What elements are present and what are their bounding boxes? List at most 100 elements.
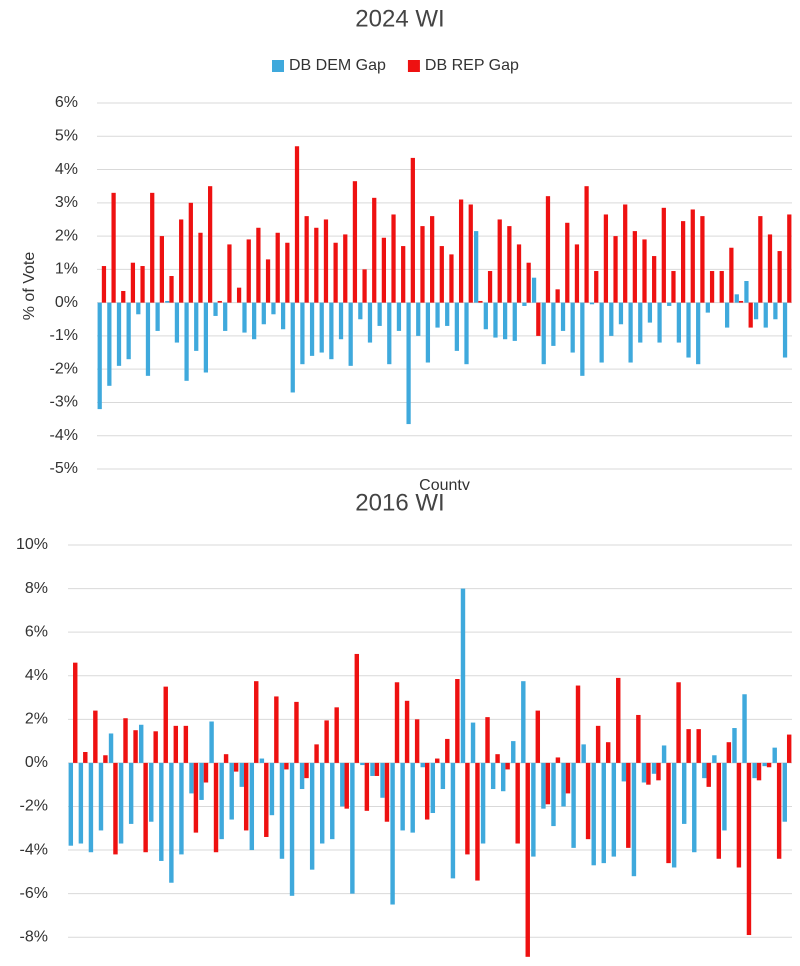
bar <box>700 216 705 303</box>
bar <box>616 677 621 763</box>
bar <box>199 762 204 800</box>
bar <box>646 762 651 785</box>
y-tick-label: -5% <box>50 460 78 477</box>
bar <box>169 276 174 303</box>
bar <box>753 302 759 320</box>
bar <box>515 762 520 844</box>
bar <box>712 755 717 763</box>
bar <box>333 242 338 303</box>
bar <box>725 302 730 328</box>
bar <box>454 302 459 351</box>
bar <box>589 302 595 305</box>
bar <box>618 302 624 325</box>
bar <box>763 302 768 328</box>
bar <box>420 762 425 768</box>
bar <box>705 302 710 313</box>
bar <box>680 221 686 303</box>
bar <box>470 722 476 763</box>
bar <box>274 696 279 763</box>
bar <box>381 237 387 303</box>
bar <box>294 146 300 303</box>
bar <box>420 226 425 303</box>
bar <box>128 762 134 824</box>
bar <box>354 653 360 763</box>
bar <box>113 762 118 855</box>
bar <box>362 269 367 303</box>
bar <box>380 762 385 798</box>
bar <box>410 157 415 303</box>
bar <box>289 762 295 896</box>
y-tick-label: 5% <box>55 127 78 144</box>
chart-2024: -5% -4% -3% -2% -1% 0% 1% 2% 3% 4% 5% 6% 2024 WI % of… <box>21 5 792 490</box>
y-axis-label: % of Vote <box>21 252 38 321</box>
x-axis-label: County <box>419 477 470 490</box>
y-tick-label: 0% <box>55 294 78 311</box>
bar <box>116 302 122 366</box>
bar <box>360 762 365 766</box>
bar <box>159 236 164 303</box>
bar <box>752 762 757 779</box>
bar <box>136 302 141 315</box>
bar <box>661 207 666 303</box>
bar <box>522 302 527 306</box>
bar <box>464 302 469 365</box>
bar <box>107 302 112 386</box>
bar <box>404 700 410 763</box>
bar <box>93 710 98 763</box>
bar <box>319 302 324 353</box>
bar <box>68 762 74 846</box>
bar <box>676 682 681 763</box>
bar <box>239 762 244 787</box>
bar <box>599 302 604 363</box>
bar <box>729 247 734 303</box>
bar <box>439 246 444 303</box>
bar <box>264 762 269 837</box>
bar <box>394 682 400 763</box>
bar <box>787 214 792 303</box>
bar <box>280 302 286 330</box>
bar <box>736 762 742 868</box>
bar <box>348 302 353 366</box>
bar <box>758 216 763 303</box>
bar <box>149 762 154 822</box>
bar <box>525 762 530 957</box>
bar <box>511 741 516 763</box>
bar <box>309 302 315 356</box>
bar <box>773 302 778 320</box>
bar <box>490 762 496 790</box>
bar <box>400 762 405 831</box>
y-tick-label: -6% <box>20 885 48 902</box>
bar <box>748 302 753 328</box>
bar <box>642 239 647 303</box>
chart-2016: -8% -6% -4% -2% 0% 2% 4% 6% 8% 10% 2016 WI <box>16 490 792 957</box>
bar <box>155 302 160 331</box>
bar <box>243 762 249 831</box>
legend-label: DB REP Gap <box>425 57 519 74</box>
bar <box>541 762 546 809</box>
bar <box>692 762 697 853</box>
bar <box>299 762 305 790</box>
bar <box>396 302 402 331</box>
bar <box>435 302 440 328</box>
bar <box>118 762 124 844</box>
bar <box>309 762 315 870</box>
bar <box>324 720 329 763</box>
y-tick-label: 6% <box>55 94 78 111</box>
bar <box>545 196 551 303</box>
bar <box>786 734 792 763</box>
bar <box>555 757 561 763</box>
bar <box>213 302 218 316</box>
bar <box>284 762 289 770</box>
bar <box>165 300 170 303</box>
bar <box>772 747 777 763</box>
bar <box>183 725 189 763</box>
bar <box>445 738 450 763</box>
bar <box>78 762 84 844</box>
bar <box>487 271 493 303</box>
bar <box>647 302 653 323</box>
bar <box>766 762 772 768</box>
bar <box>671 271 676 303</box>
bar <box>179 219 184 303</box>
bar <box>756 762 762 781</box>
bar <box>580 302 585 376</box>
